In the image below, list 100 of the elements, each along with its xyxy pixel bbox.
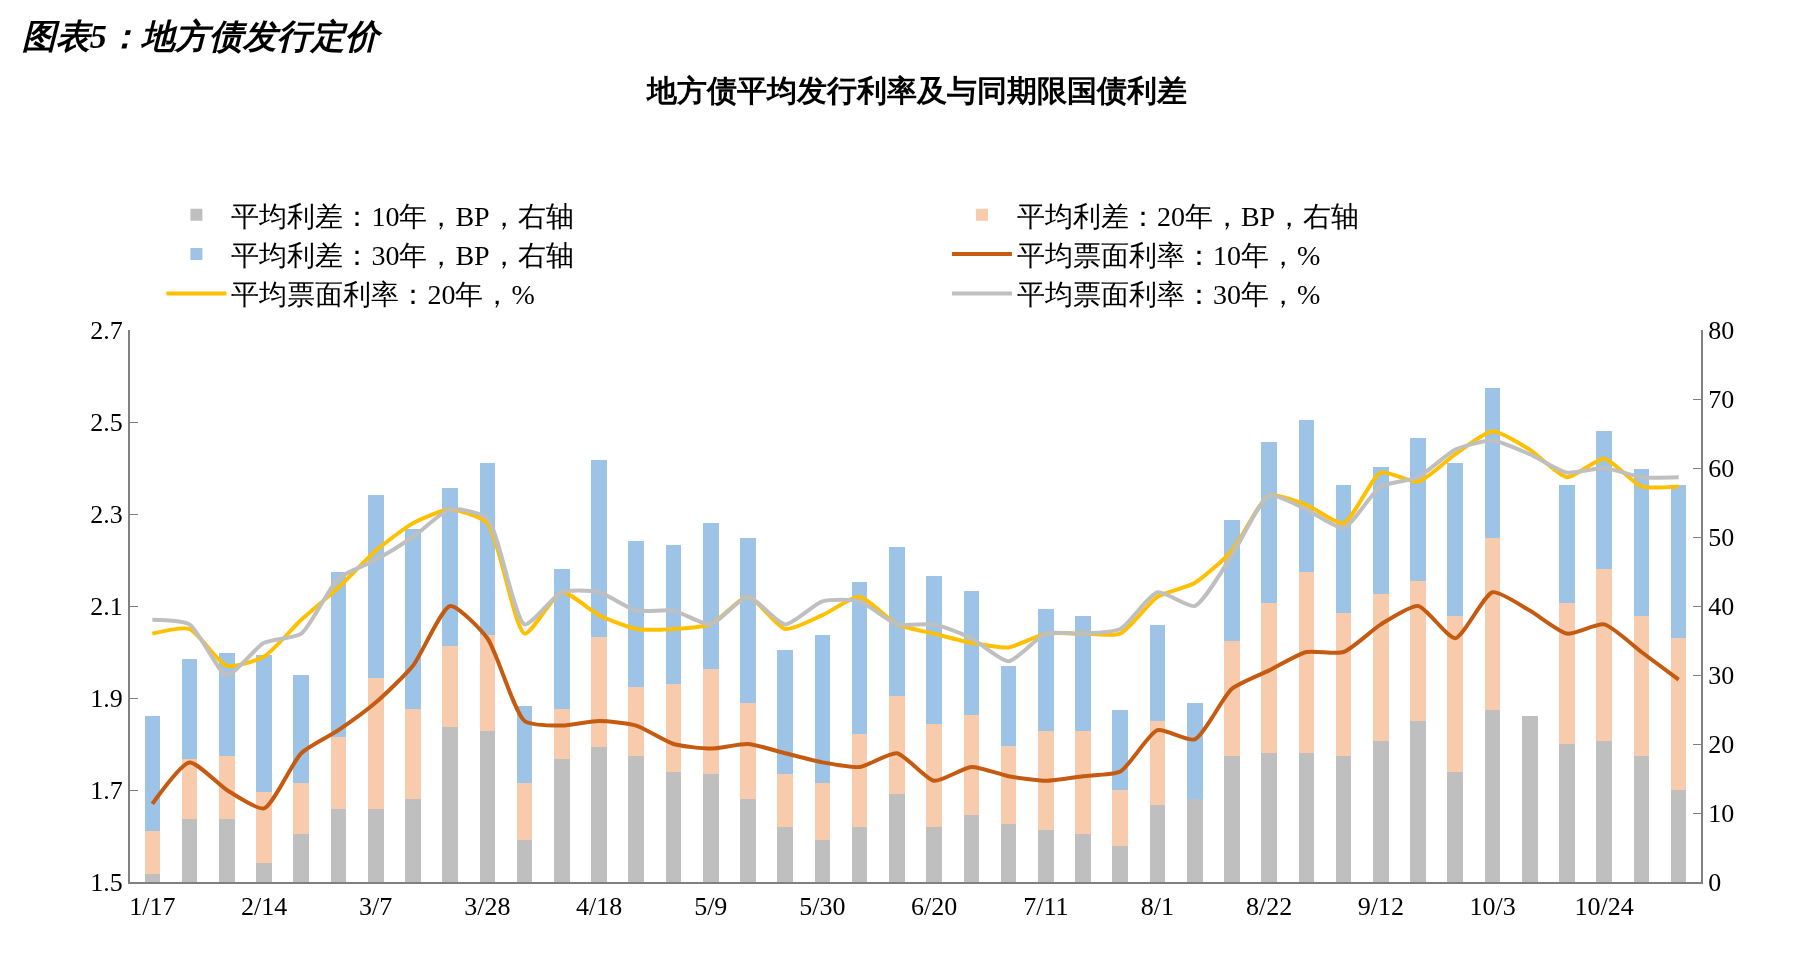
bar [814, 839, 831, 882]
bar [777, 650, 794, 775]
bar [1633, 755, 1650, 882]
bar [628, 755, 645, 882]
bar [851, 734, 868, 827]
bar [591, 637, 607, 747]
bar [405, 529, 421, 709]
y2-tick-label: 70 [1708, 385, 1735, 415]
bar [1410, 721, 1426, 882]
x-tick-label: 8/1 [1140, 892, 1175, 922]
y-tick-label: 1.7 [90, 776, 123, 806]
bar [1373, 466, 1389, 594]
bar [814, 634, 831, 784]
bar [1559, 485, 1575, 604]
bar [628, 687, 645, 756]
bar [516, 839, 533, 882]
bar [702, 668, 719, 775]
bar [1670, 790, 1687, 882]
bar [479, 634, 496, 731]
bar [1075, 730, 1091, 834]
bar [1633, 615, 1650, 756]
bar [926, 826, 942, 882]
legend-label: 平均利差：10年，BP，右轴 [231, 200, 574, 232]
bar [740, 799, 756, 882]
bar [702, 522, 719, 669]
bar [293, 675, 310, 784]
bar [405, 799, 421, 882]
bar [1373, 740, 1389, 882]
y-tick-label: 2.7 [90, 316, 123, 346]
bar [181, 659, 198, 760]
y2-tick-label: 80 [1708, 316, 1735, 346]
bar [1224, 755, 1240, 882]
bar [1596, 569, 1613, 741]
bar [1521, 715, 1538, 882]
bar [1000, 746, 1017, 825]
x-tick-label: 2/14 [240, 892, 288, 922]
x-tick-label: 3/7 [359, 892, 393, 922]
bar [1149, 805, 1166, 882]
bar [1149, 625, 1166, 722]
x-tick-label: 4/18 [575, 892, 623, 922]
bar [1447, 771, 1464, 882]
bar [1186, 799, 1203, 882]
bar [367, 677, 384, 809]
bar [256, 654, 272, 793]
bar [851, 581, 868, 735]
y-tick-label: 2.5 [90, 408, 123, 438]
y2-tick-label: 30 [1708, 661, 1735, 691]
bar [740, 702, 756, 800]
bar [1335, 755, 1352, 882]
x-tick-label: 9/12 [1357, 892, 1404, 922]
bar [1261, 603, 1277, 753]
bar [144, 715, 161, 831]
bar [1484, 387, 1501, 539]
bar [889, 547, 905, 697]
bar [1112, 790, 1129, 847]
bar [516, 783, 533, 840]
x-tick-label: 5/30 [799, 892, 846, 922]
bar [1075, 615, 1091, 731]
bar [1261, 752, 1277, 882]
bar [554, 569, 570, 709]
x-tick-label: 10/24 [1574, 892, 1634, 922]
bar [963, 590, 980, 716]
bar [1447, 615, 1464, 772]
bar [889, 793, 905, 882]
bar [256, 792, 272, 863]
y-tick-label: 1.5 [90, 868, 123, 898]
legend-label: 平均票面利率：10年，% [1016, 239, 1321, 271]
legend-label: 平均票面利率：20年，% [231, 279, 535, 311]
bar [1186, 703, 1203, 800]
bar [1000, 824, 1017, 882]
bar [889, 696, 905, 794]
bar [144, 830, 161, 875]
legend-label: 平均利差：30年，BP，右轴 [231, 239, 574, 271]
bar [1298, 752, 1315, 882]
bar [218, 652, 235, 756]
x-tick-label: 5/9 [694, 892, 728, 922]
bar [330, 737, 347, 809]
bar [405, 708, 421, 800]
x-tick-label: 8/22 [1246, 892, 1293, 922]
y2-tick-label: 20 [1708, 730, 1735, 760]
bar [442, 488, 458, 647]
bar [963, 815, 980, 882]
bar [256, 862, 272, 882]
bar [1037, 609, 1054, 731]
bar [367, 494, 384, 678]
y-tick-label: 2.3 [90, 500, 123, 530]
y-tick-label: 1.9 [90, 684, 123, 714]
chart-title: 图表5：地方债发行定价 [21, 18, 383, 56]
bar [926, 575, 942, 724]
x-tick-label: 6/20 [910, 892, 958, 922]
bar [591, 746, 607, 882]
y2-tick-label: 60 [1708, 454, 1735, 484]
bar [1559, 744, 1575, 882]
bar [740, 538, 756, 703]
bar [1149, 721, 1166, 806]
chart-subtitle: 地方债平均发行利率及与同期限国债利差 [645, 74, 1187, 107]
y2-tick-label: 10 [1708, 799, 1735, 829]
bar [1633, 469, 1650, 616]
legend-label: 平均利差：20年，BP，右轴 [1016, 200, 1360, 232]
bar [1484, 538, 1501, 710]
